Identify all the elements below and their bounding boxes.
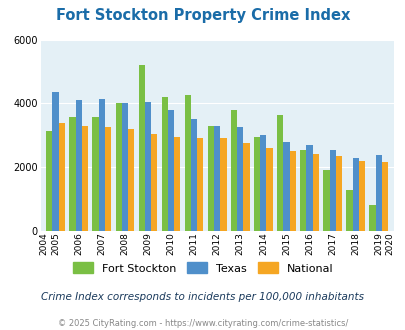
Bar xyxy=(260,135,266,231)
Bar xyxy=(52,92,59,231)
Bar xyxy=(115,103,122,231)
Bar xyxy=(345,190,352,231)
Bar xyxy=(161,97,168,231)
Bar xyxy=(190,119,197,231)
Bar xyxy=(197,139,203,231)
Bar xyxy=(59,122,65,231)
Bar xyxy=(128,129,134,231)
Bar xyxy=(98,99,104,231)
Bar xyxy=(329,150,335,231)
Bar xyxy=(237,127,243,231)
Bar xyxy=(358,161,364,231)
Bar xyxy=(369,205,375,231)
Bar xyxy=(230,110,237,231)
Bar xyxy=(243,143,249,231)
Bar xyxy=(184,95,190,231)
Bar xyxy=(299,150,306,231)
Bar xyxy=(352,158,358,231)
Bar xyxy=(381,162,387,231)
Bar xyxy=(174,137,180,231)
Bar xyxy=(306,145,312,231)
Bar xyxy=(138,65,145,231)
Bar xyxy=(122,103,128,231)
Bar xyxy=(207,126,213,231)
Bar xyxy=(92,117,98,231)
Bar xyxy=(151,134,157,231)
Bar xyxy=(75,100,82,231)
Text: Fort Stockton Property Crime Index: Fort Stockton Property Crime Index xyxy=(55,8,350,23)
Text: © 2025 CityRating.com - https://www.cityrating.com/crime-statistics/: © 2025 CityRating.com - https://www.city… xyxy=(58,319,347,328)
Bar xyxy=(220,139,226,231)
Legend: Fort Stockton, Texas, National: Fort Stockton, Texas, National xyxy=(68,258,337,278)
Bar xyxy=(375,155,381,231)
Bar xyxy=(168,110,174,231)
Text: Crime Index corresponds to incidents per 100,000 inhabitants: Crime Index corresponds to incidents per… xyxy=(41,292,364,302)
Bar xyxy=(335,156,341,231)
Bar xyxy=(277,115,283,231)
Bar xyxy=(322,170,329,231)
Bar xyxy=(213,126,220,231)
Bar xyxy=(289,151,295,231)
Bar xyxy=(266,148,272,231)
Bar xyxy=(104,127,111,231)
Bar xyxy=(145,102,151,231)
Bar xyxy=(254,137,260,231)
Bar xyxy=(283,142,289,231)
Bar xyxy=(69,117,75,231)
Bar xyxy=(312,154,318,231)
Bar xyxy=(46,130,52,231)
Bar xyxy=(81,126,88,231)
